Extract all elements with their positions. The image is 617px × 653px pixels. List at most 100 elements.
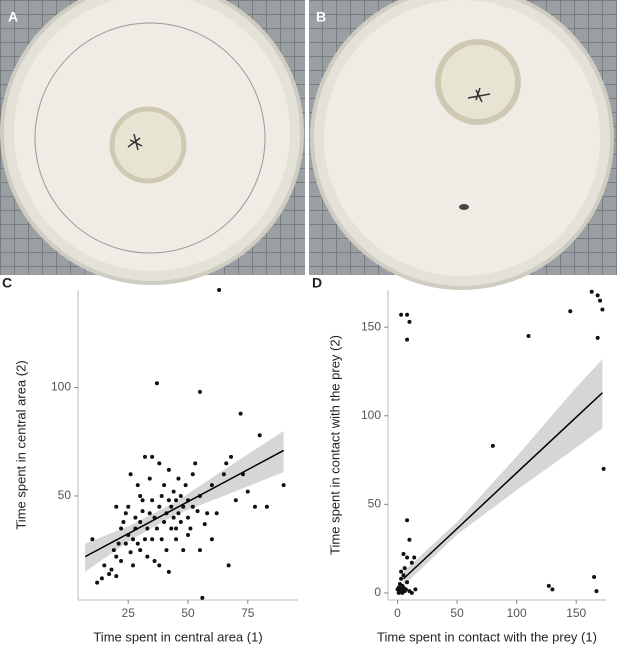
point <box>209 483 214 488</box>
point <box>138 548 143 553</box>
point <box>200 595 205 600</box>
point <box>159 537 164 542</box>
point <box>157 461 162 466</box>
x-tick-label: 100 <box>507 606 527 620</box>
point <box>413 587 418 592</box>
point <box>116 541 121 546</box>
point <box>600 307 605 312</box>
point <box>140 498 145 503</box>
point <box>145 554 150 559</box>
point <box>181 504 186 509</box>
point <box>111 548 116 553</box>
y-tick-label: 100 <box>361 408 381 422</box>
point <box>409 560 414 565</box>
point <box>224 461 229 466</box>
x-tick-label: 0 <box>394 606 401 620</box>
point <box>401 551 406 556</box>
point <box>174 498 179 503</box>
panel-label: B <box>316 9 326 25</box>
point <box>154 381 159 386</box>
x-tick-label: 150 <box>566 606 586 620</box>
point <box>99 576 104 581</box>
y-axis-label: Time spent in central area (2) <box>13 360 28 529</box>
y-tick-label: 150 <box>361 319 381 333</box>
point <box>154 526 159 531</box>
point <box>121 519 126 524</box>
point <box>169 504 174 509</box>
point <box>159 493 164 498</box>
point <box>181 548 186 553</box>
point <box>166 467 171 472</box>
point <box>138 519 143 524</box>
point <box>119 558 124 563</box>
point <box>400 583 405 588</box>
point <box>176 476 181 481</box>
point <box>162 519 167 524</box>
point <box>138 493 143 498</box>
point <box>174 537 179 542</box>
point <box>601 466 606 471</box>
x-tick-label: 75 <box>241 606 255 620</box>
y-tick-label: 0 <box>374 585 381 599</box>
point <box>401 573 406 578</box>
point <box>128 472 133 477</box>
point <box>202 522 207 527</box>
point <box>133 515 138 520</box>
point <box>546 583 551 588</box>
point <box>238 411 243 416</box>
point <box>490 443 495 448</box>
point <box>128 550 133 555</box>
point <box>157 504 162 509</box>
point <box>169 526 174 531</box>
point <box>166 569 171 574</box>
x-tick-label: 50 <box>450 606 464 620</box>
point <box>142 454 147 459</box>
point <box>405 337 410 342</box>
point <box>90 537 95 542</box>
point <box>131 563 135 568</box>
point <box>407 537 412 542</box>
point <box>164 548 169 553</box>
point <box>592 574 597 579</box>
point <box>145 526 150 531</box>
point <box>131 537 135 542</box>
point <box>150 454 155 459</box>
point <box>209 537 214 542</box>
point <box>190 504 195 509</box>
point <box>188 526 193 531</box>
point <box>142 537 147 542</box>
y-tick-label: 50 <box>58 488 72 502</box>
point <box>186 532 190 537</box>
point <box>190 472 195 477</box>
point <box>178 493 183 498</box>
point <box>598 298 603 303</box>
point <box>399 576 404 581</box>
point <box>214 511 219 516</box>
point <box>147 476 152 481</box>
photo-b <box>309 0 617 290</box>
confidence-band <box>403 359 603 586</box>
point <box>174 526 179 531</box>
point <box>140 509 145 514</box>
y-tick-label: 100 <box>51 380 71 394</box>
point <box>102 563 107 568</box>
point <box>405 518 410 523</box>
point <box>114 554 119 559</box>
point <box>395 587 400 592</box>
point <box>171 515 176 520</box>
point <box>114 504 119 509</box>
point <box>107 571 112 576</box>
point <box>407 319 412 324</box>
point <box>183 483 188 488</box>
point <box>403 587 408 592</box>
point <box>409 590 414 595</box>
point <box>197 548 202 553</box>
photo-a <box>0 0 305 285</box>
point <box>176 511 181 516</box>
point <box>589 289 594 294</box>
point <box>193 461 198 466</box>
point <box>205 511 210 516</box>
point <box>233 498 238 503</box>
panel-label: C <box>2 275 12 291</box>
panel-label: D <box>312 275 322 291</box>
